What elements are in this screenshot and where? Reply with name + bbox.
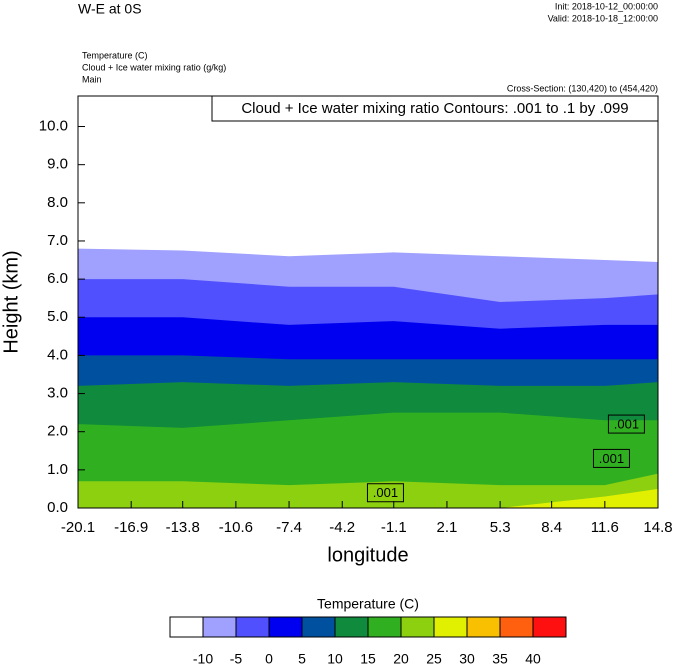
y-tick-label: 6.0 (47, 270, 68, 287)
colorbar-swatch (268, 616, 303, 638)
x-axis-label: longitude (327, 544, 408, 566)
y-tick-label: 9.0 (47, 156, 68, 173)
colorbar-label: 0 (265, 651, 273, 667)
contour-label: .001 (599, 451, 624, 466)
temperature-band (78, 488, 658, 508)
field-name: Main (82, 74, 102, 84)
init-time: Init: 2018-10-12_00:00:00 (555, 1, 658, 11)
colorbar-label: 25 (426, 651, 442, 667)
x-tick-label: -7.4 (276, 519, 302, 536)
y-tick-label: 8.0 (47, 194, 68, 211)
colorbar-swatch (334, 616, 369, 638)
colorbar-swatch (301, 616, 336, 638)
x-tick-label: 11.6 (591, 519, 619, 536)
colorbar-label: 15 (360, 651, 376, 667)
colorbar-title: Temperature (C) (317, 596, 419, 612)
x-tick-label: -1.1 (381, 519, 407, 536)
contour-label: .001 (614, 417, 639, 432)
field-name: Cloud + Ice water mixing ratio (g/kg) (82, 62, 226, 72)
colorbar-swatch (367, 616, 402, 638)
x-tick-label: 2.1 (437, 519, 458, 536)
colorbar-label: 10 (327, 651, 343, 667)
contour-label-box (592, 448, 630, 468)
y-tick-label: 2.0 (47, 423, 68, 440)
contour-label: .001 (373, 485, 398, 500)
colorbar-swatch (466, 616, 501, 638)
x-tick-label: 14.8 (643, 519, 672, 536)
colorbar-label: 35 (492, 651, 508, 667)
y-tick-label: 0.0 (47, 499, 68, 516)
colorbar-label: 40 (525, 651, 541, 667)
colorbar-label: 5 (298, 651, 306, 667)
contour-info: Cloud + Ice water mixing ratio Contours:… (241, 100, 628, 117)
colorbar-label: -10 (193, 651, 213, 667)
colorbar-label: 20 (393, 651, 409, 667)
colorbar-swatch (400, 616, 435, 638)
x-tick-label: -10.6 (219, 519, 253, 536)
y-tick-label: 7.0 (47, 232, 68, 249)
x-tick-label: -13.8 (166, 519, 200, 536)
contour-label-box (607, 414, 645, 434)
contour-info-box (211, 95, 659, 122)
contour-label-box (366, 483, 404, 503)
colorbar-swatch (499, 616, 534, 638)
chart-title: W-E at 0S (78, 1, 142, 17)
y-tick-label: 1.0 (47, 461, 68, 478)
y-tick-label: 5.0 (47, 308, 68, 325)
x-tick-label: -4.2 (329, 519, 355, 536)
colorbar-swatch (532, 616, 567, 638)
y-tick-label: 10.0 (39, 117, 68, 134)
colorbar-label: -5 (230, 651, 243, 667)
cross-section: Cross-Section: (130,420) to (454,420) (507, 83, 658, 93)
colorbar-swatch (169, 616, 204, 638)
y-tick-label: 3.0 (47, 385, 68, 402)
colorbar-swatch (433, 616, 468, 638)
field-name: Temperature (C) (82, 50, 148, 60)
x-tick-label: -20.1 (61, 519, 95, 536)
colorbar-label: 30 (459, 651, 475, 667)
valid-time: Valid: 2018-10-18_12:00:00 (548, 13, 658, 23)
colorbar-swatch (202, 616, 237, 638)
x-tick-label: 8.4 (541, 519, 562, 536)
temperature-band (78, 473, 658, 508)
x-tick-label: -16.9 (114, 519, 148, 536)
x-tick-label: 5.3 (490, 519, 511, 536)
y-axis-label: Height (km) (0, 250, 22, 353)
y-tick-label: 4.0 (47, 346, 68, 363)
colorbar-swatch (235, 616, 270, 638)
